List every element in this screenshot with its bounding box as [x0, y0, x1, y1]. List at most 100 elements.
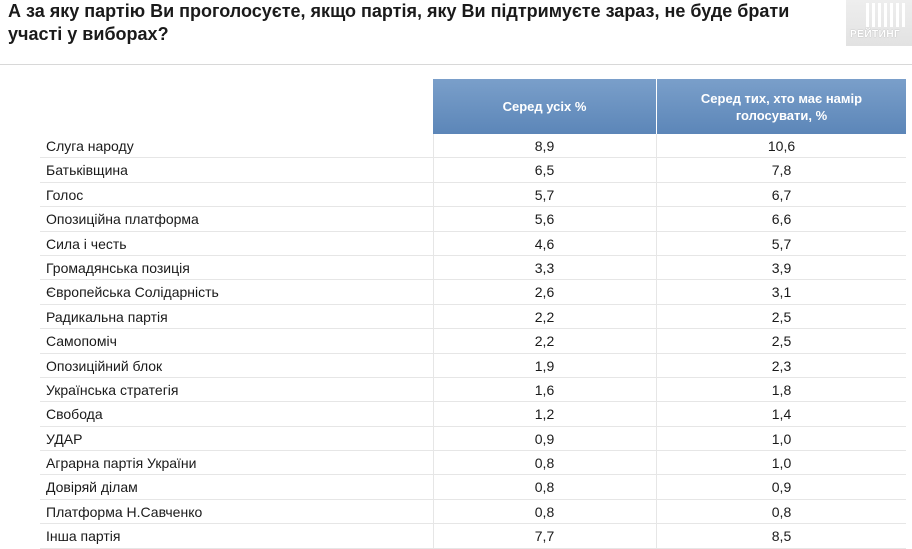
table-header: Серед усіх % Серед тих, хто має намір го…: [40, 79, 906, 134]
column-separator: [656, 329, 657, 353]
logo-bars-icon: [866, 3, 908, 27]
value-voters: 6,6: [771, 211, 792, 228]
table-row: Європейська Солідарність 2,6 3,1: [40, 280, 906, 305]
table-row: Опозиційна платформа 5,6 6,6: [40, 207, 906, 232]
column-separator: [433, 499, 434, 524]
column-separator: [433, 353, 434, 377]
value-all: 1,9: [534, 357, 555, 374]
column-separator: [656, 207, 657, 231]
value-voters: 0,9: [771, 479, 792, 496]
party-name: Радикальна партія: [46, 308, 168, 325]
party-name: Батьківщина: [46, 162, 128, 179]
table-row: Батьківщина 6,5 7,8: [40, 158, 906, 183]
column-separator: [433, 182, 434, 207]
value-voters: 0,8: [771, 503, 792, 520]
column-separator: [656, 255, 657, 280]
value-voters: 10,6: [767, 138, 796, 154]
column-separator: [433, 231, 434, 255]
column-separator: [433, 377, 434, 402]
value-all: 0,8: [534, 479, 555, 496]
logo-text: РЕЙТИНГ: [850, 29, 901, 40]
value-all: 0,9: [534, 430, 555, 447]
party-name: Сила і честь: [46, 235, 127, 252]
value-all: 2,6: [534, 284, 555, 301]
value-all: 5,7: [534, 186, 555, 203]
value-voters: 2,5: [771, 333, 792, 350]
table-row: Аграрна партія України 0,8 1,0: [40, 451, 906, 476]
column-separator: [656, 158, 657, 182]
table-row: Інша партія 7,7 8,5: [40, 524, 906, 549]
value-all: 0,8: [534, 455, 555, 472]
party-name: Свобода: [46, 406, 103, 423]
value-voters: 2,5: [771, 308, 792, 325]
table-row: Голос 5,7 6,7: [40, 182, 906, 208]
value-all: 8,9: [534, 138, 555, 154]
column-separator: [656, 377, 657, 402]
column-separator: [433, 451, 434, 475]
value-voters: 3,9: [771, 259, 792, 276]
column-separator: [656, 402, 657, 426]
party-name: Аграрна партія України: [46, 455, 197, 472]
value-all: 1,6: [534, 381, 555, 398]
column-separator: [656, 182, 657, 207]
party-name: Платформа Н.Савченко: [46, 503, 203, 520]
table-row: Громадянська позиція 3,3 3,9: [40, 255, 906, 281]
column-separator: [433, 475, 434, 499]
results-table: Серед усіх % Серед тих, хто має намір го…: [40, 79, 906, 549]
table-row: Слуга народу 8,9 10,6: [40, 134, 906, 159]
column-separator: [433, 402, 434, 426]
table-row: Платформа Н.Савченко 0,8 0,8: [40, 499, 906, 525]
table-row: Опозиційний блок 1,9 2,3: [40, 353, 906, 378]
value-all: 6,5: [534, 162, 555, 179]
value-all: 1,2: [534, 406, 555, 423]
value-all: 3,3: [534, 259, 555, 276]
party-name: Інша партія: [46, 528, 121, 545]
party-name: Громадянська позиція: [46, 259, 190, 276]
value-voters: 3,1: [771, 284, 792, 301]
column-separator: [433, 280, 434, 304]
value-voters: 1,8: [771, 381, 792, 398]
table-row: Свобода 1,2 1,4: [40, 402, 906, 427]
column-separator: [656, 451, 657, 475]
column-separator: [656, 475, 657, 499]
column-separator: [433, 255, 434, 280]
table-row: Сила і честь 4,6 5,7: [40, 231, 906, 256]
column-separator: [433, 426, 434, 451]
value-voters: 6,7: [771, 186, 792, 203]
value-voters: 1,0: [771, 430, 792, 447]
party-name: Українська стратегія: [46, 381, 179, 398]
column-separator: [656, 280, 657, 304]
table-row: УДАР 0,9 1,0: [40, 426, 906, 452]
value-all: 0,8: [534, 503, 555, 520]
party-name: УДАР: [46, 430, 83, 447]
column-separator: [656, 426, 657, 451]
party-name: Опозиційна платформа: [46, 211, 199, 228]
value-all: 2,2: [534, 308, 555, 325]
table-row: Радикальна партія 2,2 2,5: [40, 304, 906, 330]
column-separator: [433, 304, 434, 329]
value-voters: 1,0: [771, 455, 792, 472]
table-row: Самопоміч 2,2 2,5: [40, 329, 906, 354]
divider: [0, 64, 912, 65]
value-all: 7,7: [534, 528, 555, 545]
value-voters: 7,8: [771, 162, 792, 179]
value-voters: 2,3: [771, 357, 792, 374]
table-row: Довіряй ділам 0,8 0,9: [40, 475, 906, 500]
party-name: Голос: [46, 186, 84, 203]
party-name: Слуга народу: [46, 138, 134, 154]
column-separator: [656, 304, 657, 329]
value-voters: 5,7: [771, 235, 792, 252]
column-separator: [656, 231, 657, 255]
column-separator: [433, 524, 434, 548]
table-body: Слуга народу 8,9 10,6 Батьківщина 6,5 7,8 Голо…: [40, 134, 906, 549]
page-title: А за яку партію Ви проголосуєте, якщо па…: [8, 1, 790, 44]
party-name: Самопоміч: [46, 333, 117, 350]
header-all: Серед усіх %: [433, 79, 657, 134]
value-voters: 1,4: [771, 406, 792, 423]
party-name: Опозиційний блок: [46, 357, 163, 374]
party-name: Довіряй ділам: [46, 479, 138, 496]
header-voters: Серед тих, хто має намір голосувати, %: [657, 79, 906, 134]
column-separator: [433, 207, 434, 231]
value-all: 4,6: [534, 235, 555, 252]
column-separator: [433, 134, 434, 158]
